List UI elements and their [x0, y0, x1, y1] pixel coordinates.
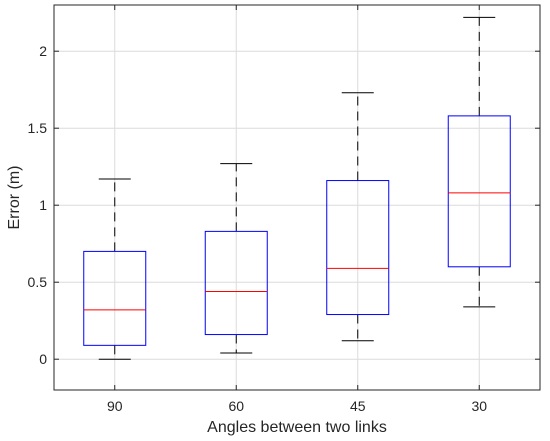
axis-ticks: 0 0.5 1 1.5 2 90 60 45 30 [28, 5, 540, 414]
iqr-box [83, 250, 147, 346]
y-tick-label: 1 [39, 197, 47, 213]
y-axis-label: Error (m) [6, 166, 23, 230]
iqr-box [326, 180, 390, 316]
y-tick-label: 1.5 [28, 120, 48, 136]
plot-area-frame [53, 4, 541, 391]
grid-lines [54, 5, 540, 390]
y-tick-label: 2 [39, 43, 47, 59]
x-tick-label: 90 [107, 398, 123, 414]
box-group-60 [204, 163, 268, 354]
iqr-box [447, 115, 511, 268]
x-tick-label: 30 [471, 398, 487, 414]
y-tick-label: 0.5 [28, 274, 48, 290]
box-group-45 [326, 92, 390, 342]
x-tick-label: 60 [228, 398, 244, 414]
box-group-90 [83, 178, 147, 360]
box-group-30 [447, 16, 511, 308]
box-plot-series [83, 16, 511, 360]
iqr-box [204, 230, 268, 336]
x-tick-label: 45 [350, 398, 366, 414]
x-axis-label: Angles between two links [207, 419, 387, 436]
y-tick-label: 0 [39, 351, 47, 367]
